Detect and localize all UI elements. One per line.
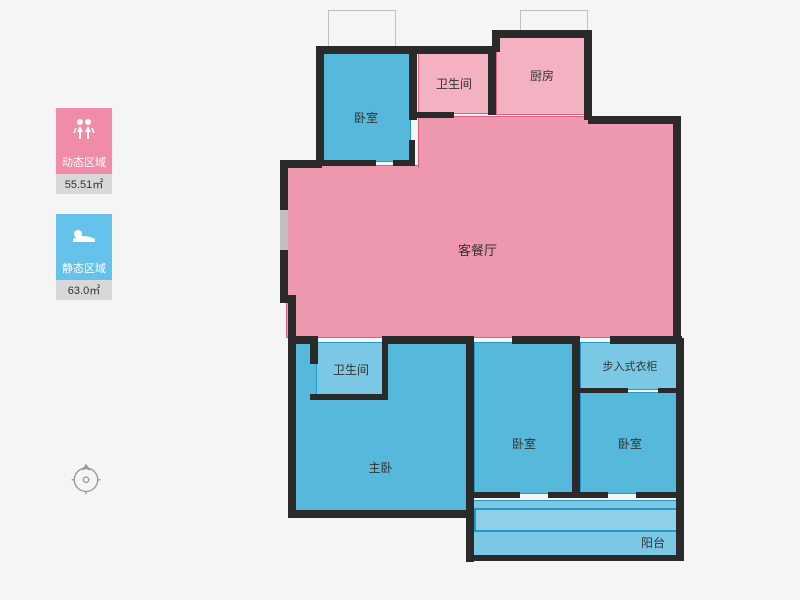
legend-dynamic: 动态区域 55.51㎡ bbox=[56, 108, 112, 194]
bathroom-top-label: 卫生间 bbox=[436, 75, 472, 92]
wall bbox=[288, 335, 296, 515]
wall bbox=[310, 394, 388, 400]
wall bbox=[673, 116, 681, 341]
kitchen: 厨房 bbox=[496, 35, 588, 115]
wall bbox=[676, 496, 684, 561]
balcony-label: 阳台 bbox=[641, 534, 665, 551]
floorplan: 客餐厅 厨房 卫生间 卧室 主卧 卫生间 卧室 步入式衣柜 卧室 阳台 bbox=[278, 10, 698, 580]
wall bbox=[584, 30, 592, 120]
wall bbox=[466, 555, 684, 561]
wall bbox=[414, 46, 494, 54]
people-icon bbox=[56, 108, 112, 150]
wall bbox=[610, 336, 682, 344]
master-bedroom-label: 主卧 bbox=[368, 459, 392, 476]
outline-box bbox=[328, 10, 396, 48]
wall bbox=[466, 336, 474, 498]
bedroom-right: 卧室 bbox=[580, 392, 680, 494]
legend-static: 静态区域 63.0㎡ bbox=[56, 214, 112, 300]
wall bbox=[382, 336, 474, 344]
legend-static-value: 63.0㎡ bbox=[56, 280, 112, 300]
bedroom-mid: 卧室 bbox=[474, 342, 574, 494]
legend-dynamic-label: 动态区域 bbox=[56, 150, 112, 174]
wall bbox=[548, 492, 608, 498]
door-gap bbox=[280, 210, 288, 250]
wall bbox=[676, 338, 684, 498]
wall bbox=[492, 30, 592, 38]
wall bbox=[316, 46, 416, 54]
bedroom-right-label: 卧室 bbox=[618, 435, 642, 452]
wall bbox=[512, 336, 578, 344]
wall bbox=[409, 50, 417, 120]
wall bbox=[280, 250, 288, 300]
bedroom-mid-label: 卧室 bbox=[512, 435, 536, 452]
bathroom-top: 卫生间 bbox=[418, 52, 490, 114]
kitchen-label: 厨房 bbox=[530, 67, 554, 84]
living-room-label: 客餐厅 bbox=[458, 240, 497, 259]
wall bbox=[316, 160, 376, 166]
wall bbox=[588, 116, 678, 124]
wall bbox=[409, 140, 415, 164]
walkin-closet: 步入式衣柜 bbox=[580, 342, 680, 390]
wall bbox=[658, 388, 680, 393]
bathroom-bottom: 卫生间 bbox=[316, 342, 386, 397]
wall bbox=[578, 388, 628, 393]
wall bbox=[572, 336, 580, 498]
bedroom-top: 卧室 bbox=[321, 52, 411, 162]
balcony-rail bbox=[474, 508, 680, 532]
legend-dynamic-value: 55.51㎡ bbox=[56, 174, 112, 194]
wall bbox=[492, 30, 500, 52]
sleep-icon bbox=[56, 214, 112, 256]
bathroom-bottom-label: 卫生间 bbox=[333, 361, 369, 378]
walkin-closet-label: 步入式衣柜 bbox=[603, 358, 658, 374]
wall bbox=[288, 510, 470, 518]
wall bbox=[382, 336, 388, 398]
wall bbox=[414, 112, 454, 118]
bedroom-top-label: 卧室 bbox=[354, 109, 378, 126]
wall bbox=[466, 494, 474, 562]
wall bbox=[636, 492, 682, 498]
wall bbox=[310, 336, 318, 364]
legend-static-label: 静态区域 bbox=[56, 256, 112, 280]
compass-icon bbox=[68, 460, 104, 496]
wall bbox=[288, 295, 296, 335]
legend: 动态区域 55.51㎡ 静态区域 63.0㎡ bbox=[56, 108, 112, 320]
wall bbox=[488, 50, 496, 115]
wall bbox=[316, 46, 324, 166]
wall bbox=[280, 160, 288, 210]
wall bbox=[470, 492, 520, 498]
